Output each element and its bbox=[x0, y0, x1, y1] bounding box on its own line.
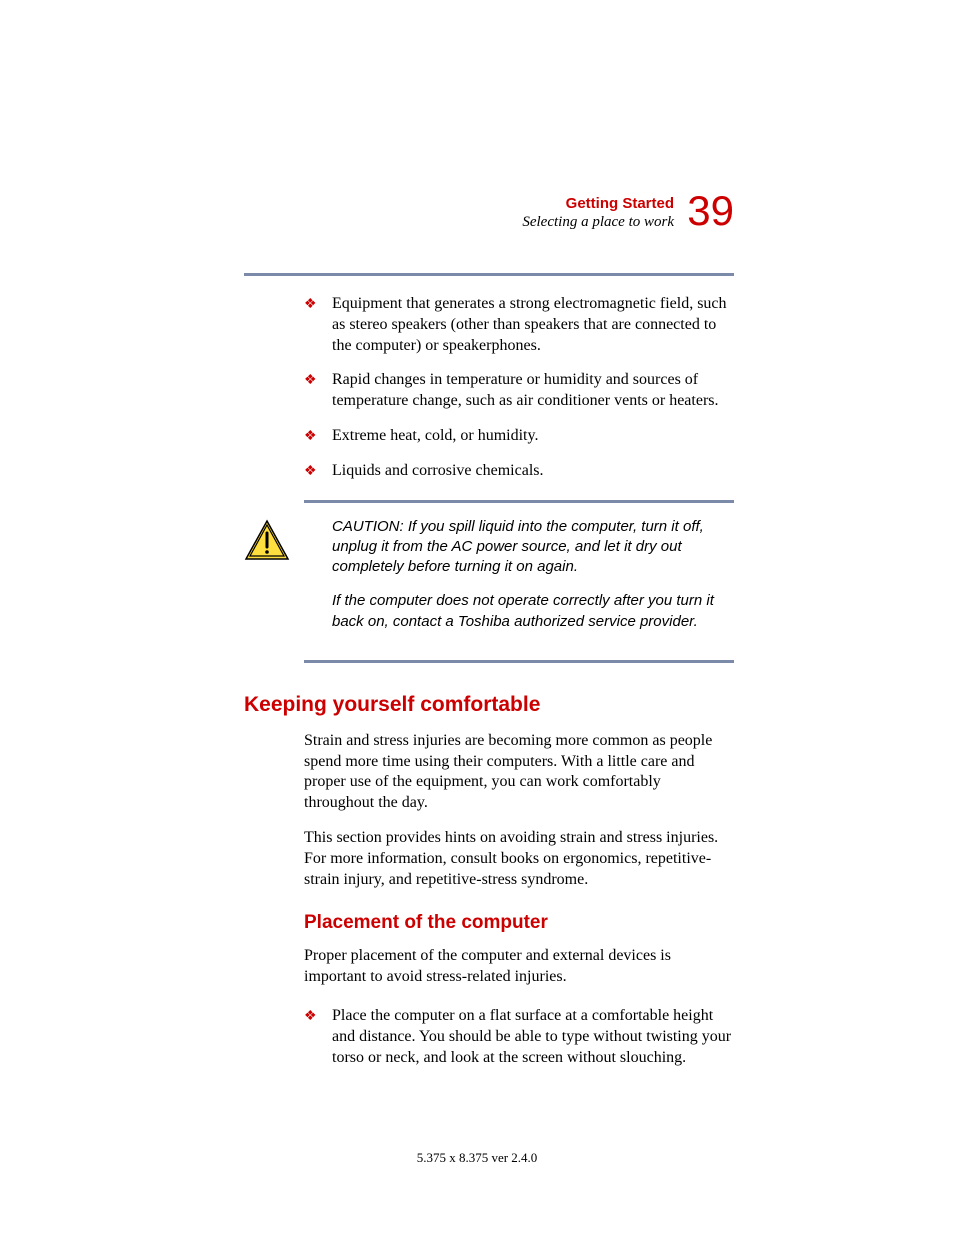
list-item: ❖ Equipment that generates a strong elec… bbox=[304, 294, 734, 356]
header-text-block: Getting Started Selecting a place to wor… bbox=[522, 195, 674, 231]
page-number: 39 bbox=[687, 187, 734, 235]
list-item: ❖ Liquids and corrosive chemicals. bbox=[304, 461, 734, 482]
list-item: ❖ Place the computer on a flat surface a… bbox=[304, 1006, 734, 1068]
diamond-bullet-icon: ❖ bbox=[304, 370, 332, 412]
placement-bullet-list: ❖ Place the computer on a flat surface a… bbox=[304, 1006, 734, 1068]
horizontal-rule bbox=[304, 660, 734, 663]
horizontal-rule bbox=[304, 500, 734, 503]
diamond-bullet-icon: ❖ bbox=[304, 294, 332, 356]
hazard-bullet-list: ❖ Equipment that generates a strong elec… bbox=[304, 294, 734, 482]
list-item-text: Rapid changes in temperature or humidity… bbox=[332, 370, 734, 412]
heading-placement: Placement of the computer bbox=[304, 912, 734, 934]
caution-callout: CAUTION: If you spill liquid into the co… bbox=[244, 517, 734, 646]
list-item-text: Liquids and corrosive chemicals. bbox=[332, 461, 734, 482]
caution-paragraph: If the computer does not operate correct… bbox=[332, 591, 734, 632]
horizontal-rule bbox=[244, 273, 734, 276]
heading-keeping-comfortable: Keeping yourself comfortable bbox=[244, 693, 734, 717]
list-item-text: Place the computer on a flat surface at … bbox=[332, 1006, 734, 1068]
list-item: ❖ Extreme heat, cold, or humidity. bbox=[304, 426, 734, 447]
list-item: ❖ Rapid changes in temperature or humidi… bbox=[304, 370, 734, 412]
body-paragraph: Strain and stress injuries are becoming … bbox=[304, 731, 734, 814]
caution-triangle-icon bbox=[244, 519, 290, 561]
diamond-bullet-icon: ❖ bbox=[304, 461, 332, 482]
caution-text: CAUTION: If you spill liquid into the co… bbox=[332, 517, 734, 646]
diamond-bullet-icon: ❖ bbox=[304, 426, 332, 447]
page-header: Getting Started Selecting a place to wor… bbox=[244, 195, 734, 265]
list-item-text: Equipment that generates a strong electr… bbox=[332, 294, 734, 356]
caution-paragraph: CAUTION: If you spill liquid into the co… bbox=[332, 517, 734, 578]
chapter-title: Getting Started bbox=[522, 195, 674, 212]
diamond-bullet-icon: ❖ bbox=[304, 1006, 332, 1068]
body-paragraph: Proper placement of the computer and ext… bbox=[304, 946, 734, 988]
section-subtitle: Selecting a place to work bbox=[522, 214, 674, 231]
page-footer: 5.375 x 8.375 ver 2.4.0 bbox=[0, 1150, 954, 1166]
body-paragraph: This section provides hints on avoiding … bbox=[304, 828, 734, 890]
list-item-text: Extreme heat, cold, or humidity. bbox=[332, 426, 734, 447]
caution-icon-container bbox=[244, 517, 332, 646]
page-content: Getting Started Selecting a place to wor… bbox=[244, 195, 734, 1086]
